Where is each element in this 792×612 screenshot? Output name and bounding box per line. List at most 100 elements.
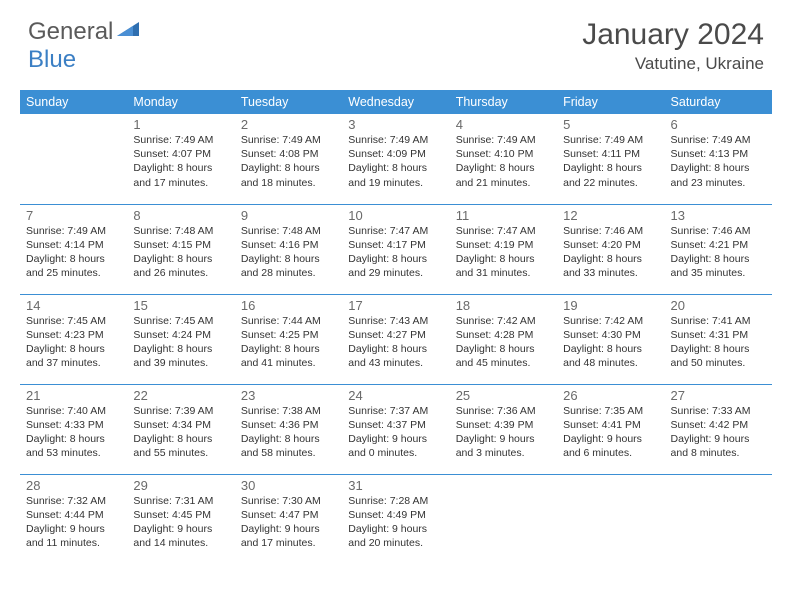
logo-triangle-icon — [117, 20, 139, 41]
calendar-day-cell: 21Sunrise: 7:40 AMSunset: 4:33 PMDayligh… — [20, 384, 127, 474]
sunset-line: Sunset: 4:07 PM — [133, 147, 228, 161]
weekday-header: Friday — [557, 90, 664, 114]
day-number: 8 — [133, 208, 228, 223]
calendar-day-cell: 14Sunrise: 7:45 AMSunset: 4:23 PMDayligh… — [20, 294, 127, 384]
sunset-line: Sunset: 4:17 PM — [348, 238, 443, 252]
sunrise-line: Sunrise: 7:41 AM — [671, 314, 766, 328]
location: Vatutine, Ukraine — [582, 54, 764, 74]
calendar-day-cell: 8Sunrise: 7:48 AMSunset: 4:15 PMDaylight… — [127, 204, 234, 294]
sunset-line: Sunset: 4:08 PM — [241, 147, 336, 161]
sunrise-line: Sunrise: 7:46 AM — [671, 224, 766, 238]
calendar-day-cell: 10Sunrise: 7:47 AMSunset: 4:17 PMDayligh… — [342, 204, 449, 294]
daylight-line: Daylight: 8 hours and 18 minutes. — [241, 161, 336, 189]
daylight-line: Daylight: 8 hours and 41 minutes. — [241, 342, 336, 370]
weekday-header: Wednesday — [342, 90, 449, 114]
calendar-day-cell: 20Sunrise: 7:41 AMSunset: 4:31 PMDayligh… — [665, 294, 772, 384]
calendar-day-cell: 22Sunrise: 7:39 AMSunset: 4:34 PMDayligh… — [127, 384, 234, 474]
sunrise-line: Sunrise: 7:43 AM — [348, 314, 443, 328]
day-number: 30 — [241, 478, 336, 493]
day-number: 12 — [563, 208, 658, 223]
sunrise-line: Sunrise: 7:44 AM — [241, 314, 336, 328]
sunset-line: Sunset: 4:23 PM — [26, 328, 121, 342]
sunrise-line: Sunrise: 7:45 AM — [133, 314, 228, 328]
sunset-line: Sunset: 4:13 PM — [671, 147, 766, 161]
calendar-day-cell: 25Sunrise: 7:36 AMSunset: 4:39 PMDayligh… — [450, 384, 557, 474]
sunrise-line: Sunrise: 7:48 AM — [133, 224, 228, 238]
weekday-header: Thursday — [450, 90, 557, 114]
calendar-week-row: 7Sunrise: 7:49 AMSunset: 4:14 PMDaylight… — [20, 204, 772, 294]
calendar-day-cell: 29Sunrise: 7:31 AMSunset: 4:45 PMDayligh… — [127, 474, 234, 564]
sunrise-line: Sunrise: 7:37 AM — [348, 404, 443, 418]
day-number: 3 — [348, 117, 443, 132]
daylight-line: Daylight: 8 hours and 28 minutes. — [241, 252, 336, 280]
calendar-day-cell — [665, 474, 772, 564]
sunset-line: Sunset: 4:42 PM — [671, 418, 766, 432]
sunrise-line: Sunrise: 7:38 AM — [241, 404, 336, 418]
daylight-line: Daylight: 8 hours and 17 minutes. — [133, 161, 228, 189]
sunrise-line: Sunrise: 7:32 AM — [26, 494, 121, 508]
daylight-line: Daylight: 9 hours and 11 minutes. — [26, 522, 121, 550]
calendar-day-cell: 15Sunrise: 7:45 AMSunset: 4:24 PMDayligh… — [127, 294, 234, 384]
calendar-day-cell — [557, 474, 664, 564]
header: General January 2024 Vatutine, Ukraine — [0, 0, 792, 82]
calendar-day-cell: 6Sunrise: 7:49 AMSunset: 4:13 PMDaylight… — [665, 114, 772, 204]
day-number: 11 — [456, 208, 551, 223]
sunset-line: Sunset: 4:28 PM — [456, 328, 551, 342]
sunset-line: Sunset: 4:41 PM — [563, 418, 658, 432]
sunrise-line: Sunrise: 7:49 AM — [348, 133, 443, 147]
sunset-line: Sunset: 4:15 PM — [133, 238, 228, 252]
sunrise-line: Sunrise: 7:39 AM — [133, 404, 228, 418]
day-number: 2 — [241, 117, 336, 132]
sunset-line: Sunset: 4:31 PM — [671, 328, 766, 342]
sunrise-line: Sunrise: 7:42 AM — [456, 314, 551, 328]
sunset-line: Sunset: 4:34 PM — [133, 418, 228, 432]
calendar-day-cell: 4Sunrise: 7:49 AMSunset: 4:10 PMDaylight… — [450, 114, 557, 204]
daylight-line: Daylight: 8 hours and 37 minutes. — [26, 342, 121, 370]
daylight-line: Daylight: 8 hours and 21 minutes. — [456, 161, 551, 189]
daylight-line: Daylight: 9 hours and 3 minutes. — [456, 432, 551, 460]
day-number: 22 — [133, 388, 228, 403]
calendar-day-cell: 5Sunrise: 7:49 AMSunset: 4:11 PMDaylight… — [557, 114, 664, 204]
sunset-line: Sunset: 4:16 PM — [241, 238, 336, 252]
sunset-line: Sunset: 4:27 PM — [348, 328, 443, 342]
sunset-line: Sunset: 4:25 PM — [241, 328, 336, 342]
sunset-line: Sunset: 4:39 PM — [456, 418, 551, 432]
weekday-header: Saturday — [665, 90, 772, 114]
sunset-line: Sunset: 4:14 PM — [26, 238, 121, 252]
weekday-header: Tuesday — [235, 90, 342, 114]
calendar-day-cell: 2Sunrise: 7:49 AMSunset: 4:08 PMDaylight… — [235, 114, 342, 204]
calendar-day-cell: 30Sunrise: 7:30 AMSunset: 4:47 PMDayligh… — [235, 474, 342, 564]
day-number: 4 — [456, 117, 551, 132]
daylight-line: Daylight: 8 hours and 39 minutes. — [133, 342, 228, 370]
daylight-line: Daylight: 8 hours and 53 minutes. — [26, 432, 121, 460]
sunset-line: Sunset: 4:30 PM — [563, 328, 658, 342]
calendar-day-cell: 16Sunrise: 7:44 AMSunset: 4:25 PMDayligh… — [235, 294, 342, 384]
calendar-table: SundayMondayTuesdayWednesdayThursdayFrid… — [20, 90, 772, 564]
weekday-header: Monday — [127, 90, 234, 114]
calendar-day-cell: 27Sunrise: 7:33 AMSunset: 4:42 PMDayligh… — [665, 384, 772, 474]
calendar-day-cell: 11Sunrise: 7:47 AMSunset: 4:19 PMDayligh… — [450, 204, 557, 294]
sunset-line: Sunset: 4:36 PM — [241, 418, 336, 432]
calendar-day-cell: 26Sunrise: 7:35 AMSunset: 4:41 PMDayligh… — [557, 384, 664, 474]
calendar-day-cell: 1Sunrise: 7:49 AMSunset: 4:07 PMDaylight… — [127, 114, 234, 204]
sunset-line: Sunset: 4:10 PM — [456, 147, 551, 161]
sunrise-line: Sunrise: 7:33 AM — [671, 404, 766, 418]
sunset-line: Sunset: 4:24 PM — [133, 328, 228, 342]
sunset-line: Sunset: 4:45 PM — [133, 508, 228, 522]
day-number: 31 — [348, 478, 443, 493]
daylight-line: Daylight: 8 hours and 48 minutes. — [563, 342, 658, 370]
daylight-line: Daylight: 8 hours and 45 minutes. — [456, 342, 551, 370]
sunrise-line: Sunrise: 7:49 AM — [241, 133, 336, 147]
calendar-day-cell: 7Sunrise: 7:49 AMSunset: 4:14 PMDaylight… — [20, 204, 127, 294]
weekday-header: Sunday — [20, 90, 127, 114]
sunrise-line: Sunrise: 7:28 AM — [348, 494, 443, 508]
calendar-day-cell: 18Sunrise: 7:42 AMSunset: 4:28 PMDayligh… — [450, 294, 557, 384]
calendar-day-cell: 31Sunrise: 7:28 AMSunset: 4:49 PMDayligh… — [342, 474, 449, 564]
calendar-header-row: SundayMondayTuesdayWednesdayThursdayFrid… — [20, 90, 772, 114]
daylight-line: Daylight: 8 hours and 26 minutes. — [133, 252, 228, 280]
sunset-line: Sunset: 4:19 PM — [456, 238, 551, 252]
calendar-day-cell: 3Sunrise: 7:49 AMSunset: 4:09 PMDaylight… — [342, 114, 449, 204]
sunrise-line: Sunrise: 7:47 AM — [348, 224, 443, 238]
sunrise-line: Sunrise: 7:49 AM — [456, 133, 551, 147]
daylight-line: Daylight: 8 hours and 43 minutes. — [348, 342, 443, 370]
